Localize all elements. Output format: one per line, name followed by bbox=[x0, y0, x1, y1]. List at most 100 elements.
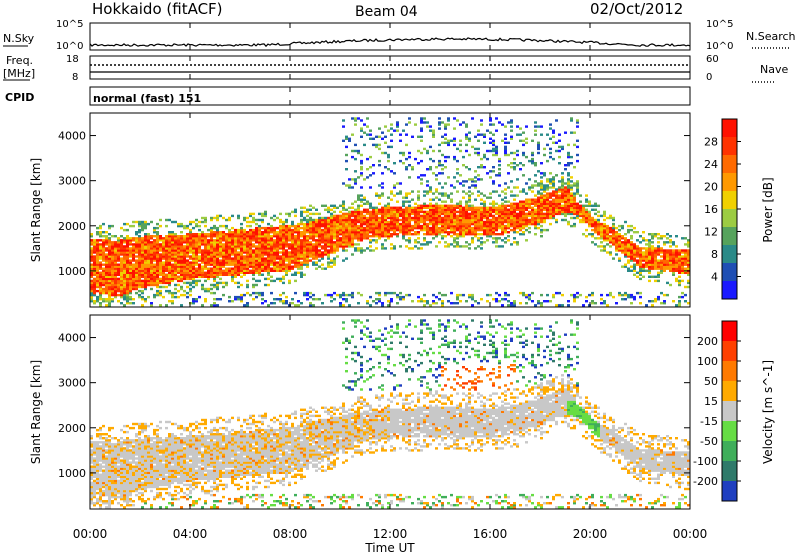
power-cell bbox=[369, 224, 372, 228]
power-cell bbox=[669, 241, 672, 244]
power-cell bbox=[213, 302, 216, 305]
power-cell bbox=[447, 243, 450, 246]
power-cell bbox=[246, 253, 249, 256]
power-cell bbox=[210, 216, 213, 220]
power-cell bbox=[237, 237, 240, 240]
power-cell bbox=[477, 151, 480, 155]
power-cell bbox=[129, 302, 132, 305]
power-cell bbox=[375, 222, 378, 226]
power-cell bbox=[423, 300, 426, 303]
power-cell bbox=[270, 224, 273, 228]
power-cell bbox=[498, 220, 501, 224]
power-cell bbox=[459, 300, 462, 303]
power-cell bbox=[549, 216, 552, 220]
power-cell bbox=[381, 216, 384, 220]
power-cell bbox=[660, 255, 663, 258]
noise-left-tick-high: 10^5 bbox=[56, 19, 83, 30]
power-cell bbox=[186, 261, 189, 264]
power-cell bbox=[183, 275, 186, 278]
power-cell bbox=[312, 239, 315, 242]
power-cell bbox=[267, 231, 270, 234]
power-cell bbox=[615, 243, 618, 246]
power-cell bbox=[492, 170, 495, 173]
power-cell bbox=[138, 224, 141, 228]
power-cell bbox=[522, 190, 525, 193]
power-cell bbox=[99, 247, 102, 250]
power-cell bbox=[345, 228, 348, 232]
power-cell bbox=[93, 279, 96, 283]
power-cell bbox=[537, 214, 540, 218]
power-cell bbox=[219, 224, 222, 228]
power-cell bbox=[459, 149, 462, 153]
power-cell bbox=[423, 228, 426, 232]
power-cell bbox=[561, 304, 564, 307]
power-cell bbox=[273, 257, 276, 260]
power-cell bbox=[315, 249, 318, 252]
power-cell bbox=[648, 259, 651, 262]
power-cell bbox=[390, 226, 393, 230]
power-cell bbox=[129, 253, 132, 256]
power-cell bbox=[378, 164, 381, 167]
power-cell bbox=[456, 245, 459, 248]
power-cell bbox=[342, 228, 345, 232]
power-cell bbox=[594, 222, 597, 226]
power-cell bbox=[219, 269, 222, 272]
power-cell bbox=[432, 220, 435, 224]
power-cell bbox=[510, 129, 513, 132]
power-cell bbox=[108, 257, 111, 260]
power-cell bbox=[354, 228, 357, 232]
power-cell bbox=[90, 298, 93, 301]
power-cell bbox=[441, 153, 444, 157]
power-cell bbox=[423, 190, 426, 193]
power-cell bbox=[201, 287, 204, 291]
power-cell bbox=[279, 269, 282, 272]
power-cell bbox=[165, 224, 168, 228]
power-cell bbox=[525, 208, 528, 211]
power-cell bbox=[273, 226, 276, 230]
power-cell bbox=[117, 287, 120, 291]
power-cell bbox=[486, 300, 489, 303]
power-cell bbox=[171, 265, 174, 268]
power-cell bbox=[117, 245, 120, 248]
power-cell bbox=[387, 226, 390, 230]
power-cell bbox=[171, 300, 174, 303]
power-cell bbox=[297, 271, 300, 274]
power-cell bbox=[504, 237, 507, 240]
power-cell bbox=[444, 155, 447, 159]
power-cell bbox=[537, 226, 540, 230]
power-cell bbox=[429, 204, 432, 207]
power-cell bbox=[486, 206, 489, 209]
power-cell bbox=[114, 265, 117, 268]
power-cell bbox=[588, 233, 591, 236]
power-cell bbox=[375, 247, 378, 250]
power-cell bbox=[150, 265, 153, 268]
power-cell bbox=[351, 178, 354, 181]
power-cell bbox=[477, 216, 480, 220]
power-cell bbox=[294, 265, 297, 268]
power-cell bbox=[381, 182, 384, 185]
power-cell bbox=[315, 267, 318, 270]
power-cell bbox=[171, 257, 174, 260]
power-cell bbox=[93, 277, 96, 281]
power-cell bbox=[543, 300, 546, 303]
power-cell bbox=[534, 162, 537, 165]
power-cell bbox=[129, 273, 132, 276]
power-cell bbox=[327, 239, 330, 242]
power-cell bbox=[108, 245, 111, 248]
power-cell bbox=[447, 231, 450, 234]
power-cell bbox=[327, 265, 330, 268]
power-cell bbox=[282, 259, 285, 262]
power-cell bbox=[489, 218, 492, 222]
power-cell bbox=[213, 251, 216, 254]
power-cell bbox=[588, 210, 591, 214]
power-cell bbox=[144, 275, 147, 278]
power-cell bbox=[414, 226, 417, 230]
power-cell bbox=[285, 235, 288, 238]
power-cell bbox=[267, 283, 270, 287]
power-cell bbox=[222, 251, 225, 254]
power-cell bbox=[495, 226, 498, 230]
power-cell bbox=[126, 239, 129, 242]
power-cell bbox=[546, 192, 549, 195]
power-cell bbox=[120, 289, 123, 293]
power-cell bbox=[147, 257, 150, 260]
